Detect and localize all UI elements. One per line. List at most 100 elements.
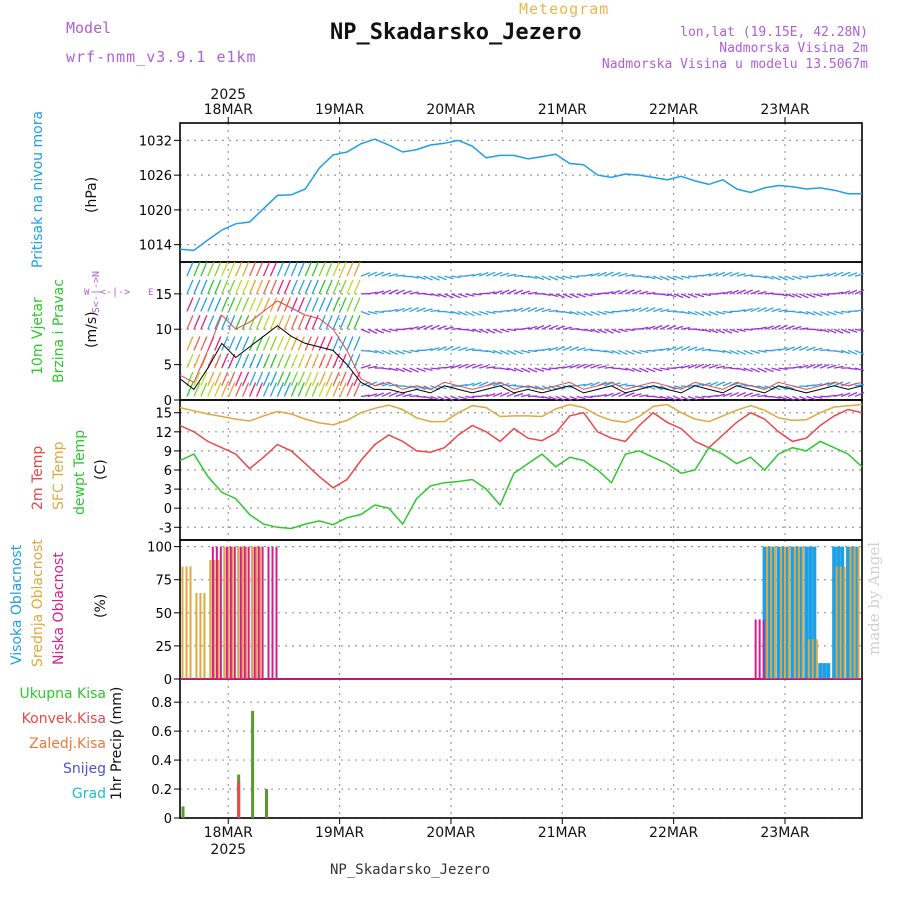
legend-convective-rain: Konvek.Kisa xyxy=(21,711,106,727)
wind-barb xyxy=(646,275,656,280)
wind-barb xyxy=(785,293,795,298)
wind-barb xyxy=(646,385,656,390)
wind-barb xyxy=(820,349,830,352)
wind-barb xyxy=(402,393,412,398)
wind-barb xyxy=(729,328,739,334)
wind-barb xyxy=(221,261,229,277)
wind-barb xyxy=(548,309,558,313)
wind-barb xyxy=(708,272,719,277)
wind-barb xyxy=(214,314,222,330)
wind-barb xyxy=(318,336,326,351)
ytick-label: 10 xyxy=(155,323,172,338)
wind-barb xyxy=(228,371,236,387)
wind-barb xyxy=(283,353,291,369)
ytick-label: 5 xyxy=(164,359,172,374)
wind-barb xyxy=(778,309,788,313)
wind-barb xyxy=(465,293,475,297)
wind-barb xyxy=(708,310,719,316)
wind-barb xyxy=(576,383,586,387)
wind-barb xyxy=(214,371,222,387)
wind-barb xyxy=(659,275,670,281)
wind-barb xyxy=(694,395,705,400)
wind-barb xyxy=(771,395,781,399)
wind-barb xyxy=(590,328,600,334)
wind-barb xyxy=(395,392,405,398)
wind-barb xyxy=(736,272,746,277)
wind-barb xyxy=(500,367,510,371)
wind-barb xyxy=(332,314,340,330)
wind-barb xyxy=(785,346,795,352)
wind-barb xyxy=(826,310,837,316)
wind-barb xyxy=(255,336,264,351)
wind-barb xyxy=(652,324,663,330)
wind-barb xyxy=(660,367,670,371)
wind-barb xyxy=(346,261,354,277)
wind-barb xyxy=(513,392,524,398)
wind-barb xyxy=(416,325,426,330)
wind-barb xyxy=(750,367,760,373)
wind-barb xyxy=(813,274,823,277)
wind-barb xyxy=(458,395,468,400)
footer-station: NP_Skadarsko_Jezero xyxy=(330,862,491,878)
wind-barb xyxy=(214,261,222,277)
wind-barb xyxy=(694,363,705,369)
wind-barb xyxy=(221,314,229,330)
wind-barb xyxy=(736,367,746,371)
wind-barb xyxy=(235,382,243,397)
wind-barb xyxy=(492,290,503,295)
wind-barb xyxy=(611,349,621,355)
wind-barb xyxy=(186,353,194,369)
wind-barb xyxy=(304,279,312,295)
wind-barb xyxy=(520,307,531,313)
day-label-top: 20MAR xyxy=(426,102,475,118)
wind-barb xyxy=(465,395,475,399)
wind-barb xyxy=(416,367,426,373)
wind-barb xyxy=(332,336,340,351)
wind-barb xyxy=(276,314,285,330)
wind-barb xyxy=(840,381,851,387)
wind-barb xyxy=(409,349,419,353)
wind-barb xyxy=(701,273,712,277)
ytick-label: 0.8 xyxy=(151,696,172,711)
wind-barb xyxy=(597,271,607,277)
wind-barb xyxy=(430,275,440,281)
wind-barb xyxy=(799,293,809,299)
wind-barb xyxy=(451,395,461,401)
wind-barb xyxy=(757,367,767,373)
wind-barb xyxy=(479,349,489,353)
wind-barb xyxy=(248,297,257,312)
wind-barb xyxy=(813,395,823,399)
wind-barb xyxy=(409,291,419,295)
wind-barb xyxy=(325,314,333,330)
wind-barb xyxy=(186,371,194,387)
wind-barb xyxy=(792,345,802,352)
wind-barb xyxy=(736,349,746,356)
wind-barb xyxy=(269,382,278,397)
wind-barb xyxy=(590,272,600,277)
wind-barb xyxy=(283,279,291,295)
wind-barb xyxy=(381,367,391,371)
wind-barb xyxy=(304,336,312,351)
wind-barb xyxy=(722,392,733,398)
day-label-bottom: 18MAR xyxy=(204,825,253,841)
wind-barb xyxy=(499,391,510,398)
wind-barb xyxy=(235,261,243,277)
wind-barb xyxy=(813,363,823,369)
wind-barb xyxy=(409,395,419,398)
wind-barb xyxy=(444,365,454,369)
wind-barb xyxy=(597,328,607,334)
wind-barb xyxy=(402,290,412,295)
day-label-top: 23MAR xyxy=(760,102,809,118)
wind-barb xyxy=(618,328,628,333)
wind-barb xyxy=(576,293,586,298)
wind-barb xyxy=(520,367,531,373)
wind-barb xyxy=(729,289,740,295)
precip-bar xyxy=(265,789,269,818)
wind-barb xyxy=(444,275,454,280)
wind-barb xyxy=(437,325,447,330)
wind-barb xyxy=(465,363,475,369)
wind-barb xyxy=(325,297,333,312)
wind-barbs xyxy=(186,261,865,402)
wind-barb xyxy=(269,336,278,351)
wind-barb xyxy=(840,392,851,398)
